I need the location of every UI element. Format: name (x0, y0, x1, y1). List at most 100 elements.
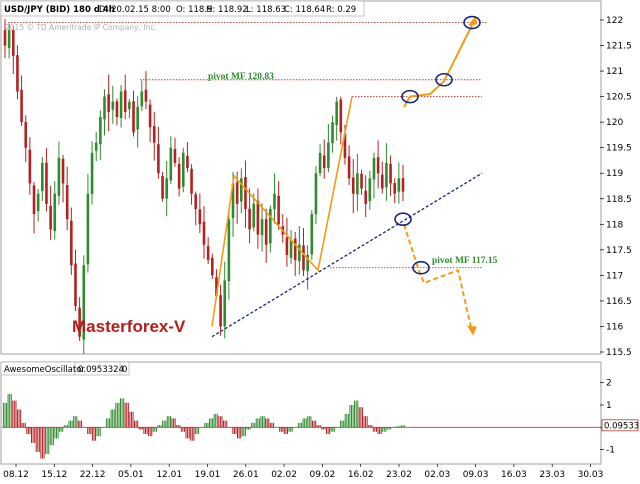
projection-up-arrowhead (468, 15, 477, 26)
candle-body (128, 101, 131, 110)
candle-body (78, 307, 81, 337)
candle-body (16, 55, 19, 92)
candle-body (90, 152, 94, 195)
x-tick-label: 05.01 (118, 470, 144, 480)
candle-body (240, 178, 243, 202)
candle-body (310, 214, 314, 255)
y-tick-label: 122 (606, 16, 623, 26)
zigzag-pattern (211, 96, 353, 327)
x-tick-label: 02.02 (271, 470, 297, 480)
candle-body (190, 168, 193, 194)
candle-body (368, 178, 372, 202)
y-tick-label: 118.5 (606, 195, 632, 205)
y-tick-label: 117 (606, 271, 623, 281)
x-tick-label: 08.12 (3, 470, 29, 480)
y-tick-label: 121 (606, 67, 623, 77)
candle-body (152, 126, 156, 143)
candle-body (194, 194, 198, 209)
oscillator-price-tag-text: 0.09533 (604, 421, 639, 431)
candle-body (372, 157, 376, 180)
pivot-low-label: pivot MF 117.15 (432, 256, 498, 266)
candle-body (293, 238, 297, 261)
x-tick-label: 16.02 (348, 470, 374, 480)
candle-body (223, 280, 227, 327)
candle-body (36, 193, 40, 212)
low-label: L: 118.63 (246, 5, 286, 15)
candle-body (273, 193, 276, 210)
candle-body (244, 177, 247, 209)
candle-body (380, 174, 384, 189)
candle-body (132, 101, 135, 133)
highlight-circle (401, 89, 419, 104)
candle-body (331, 122, 334, 144)
oscillator-price-tag: 0.09533 (601, 419, 639, 431)
candle-body (148, 104, 152, 128)
candle-body (298, 244, 301, 262)
candle-body (107, 94, 110, 112)
candle-body (322, 155, 326, 169)
candle-body (140, 91, 144, 107)
oscillator-tick-label: -1 (606, 446, 615, 456)
candle-body (115, 101, 119, 118)
candle-body (86, 193, 90, 265)
candle-body (24, 122, 28, 148)
candle-body (99, 117, 102, 145)
range-label: R: 0.29 (326, 5, 356, 15)
candle-body (45, 162, 48, 204)
candle-body (173, 149, 177, 164)
candle-body (181, 152, 185, 187)
candle-body (210, 257, 214, 276)
high-label: H: 118.92 (206, 5, 248, 15)
candle-body (32, 185, 36, 215)
highlight-circle (463, 15, 481, 30)
candle-body (74, 263, 77, 307)
close-label: C: 118.64 (284, 5, 325, 15)
candle-body (256, 200, 260, 235)
highlight-circle (412, 260, 430, 275)
symbol-label: USD/JPY (BID) 180 d 4h (4, 5, 115, 15)
candle-body (219, 295, 222, 327)
candle-body (186, 155, 189, 169)
y-tick-label: 116.5 (606, 297, 632, 307)
candle-body (306, 254, 309, 272)
candle-body (264, 219, 268, 245)
highlight-circle (435, 72, 453, 87)
oscillator-zero: 0 (122, 365, 127, 375)
date-label: D: 20.02.15 8:00 (99, 5, 171, 15)
x-tick-label: 22.12 (80, 470, 106, 480)
y-tick-label: 120 (606, 118, 623, 128)
x-tick-label: 16.03 (501, 470, 527, 480)
candle-body (28, 149, 32, 184)
candle-body (49, 205, 52, 230)
oscillator-header: AwesomeOscillator 0.0953324 0 (0, 361, 130, 376)
candle-body (144, 89, 148, 102)
candle-body (82, 265, 86, 340)
pivot-high-label: pivot MF 120.83 (208, 72, 274, 82)
candle-body (94, 142, 98, 151)
candle-body (356, 173, 359, 195)
x-tick-label: 30.03 (578, 470, 604, 480)
candle-body (215, 277, 218, 296)
candle-body (285, 237, 289, 255)
candle-body (123, 90, 127, 112)
projection-up-path (403, 24, 473, 108)
candle-body (277, 195, 280, 225)
oscillator-layer: 210-1 (2, 379, 615, 459)
oscillator-value: 0.0953324 (78, 365, 124, 375)
candle-body (227, 219, 231, 281)
candle-body (103, 96, 106, 120)
x-tick-label: 23.03 (539, 470, 565, 480)
candle-body (235, 182, 239, 204)
candle-body (269, 208, 272, 244)
x-tick-label: 09.03 (463, 470, 489, 480)
candle-body (202, 221, 206, 245)
candle-body (401, 178, 405, 192)
candle-body (231, 183, 235, 219)
candle-body (41, 163, 44, 191)
candle-body (289, 239, 293, 258)
oscillator-name: AwesomeOscillator (4, 365, 85, 375)
open-label: O: 118.9 (176, 5, 212, 15)
candle-body (70, 220, 73, 266)
candle-body (252, 203, 256, 228)
